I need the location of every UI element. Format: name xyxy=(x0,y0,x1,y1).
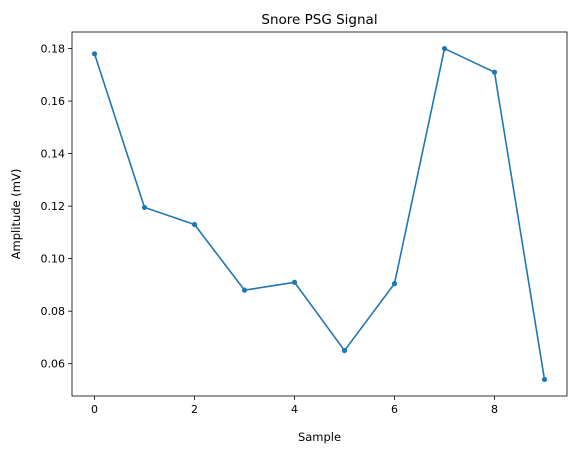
x-axis-label: Sample xyxy=(298,430,341,444)
data-point-3 xyxy=(241,287,248,293)
plot-frame xyxy=(71,31,568,397)
data-point-5 xyxy=(341,347,348,354)
x-tick-label: 2 xyxy=(191,403,198,416)
data-point-2 xyxy=(191,221,198,228)
data-point-7 xyxy=(441,45,448,52)
x-tick-label: 0 xyxy=(91,403,98,416)
data-point-4 xyxy=(291,279,298,285)
data-point-6 xyxy=(391,281,398,287)
plot-area xyxy=(71,31,568,397)
x-axis-ticks: 0 2 4 6 8 xyxy=(91,396,498,416)
y-tick-label: 0.10 xyxy=(41,253,66,266)
x-tick-label: 6 xyxy=(391,403,398,416)
series-line-0 xyxy=(93,47,546,380)
y-tick-label: 0.08 xyxy=(41,305,66,318)
y-axis-label: Amplitude (mV) xyxy=(9,169,23,260)
y-tick-label: 0.18 xyxy=(41,43,66,56)
y-axis-ticks: 0.06 0.08 0.10 0.12 0.14 0.16 0.18 xyxy=(41,43,72,371)
data-point-8 xyxy=(491,69,498,75)
x-tick-label: 8 xyxy=(491,403,498,416)
y-tick-label: 0.14 xyxy=(41,148,66,161)
y-tick-label: 0.12 xyxy=(41,200,66,213)
data-point-9 xyxy=(541,376,548,383)
x-tick-label: 4 xyxy=(291,403,298,416)
chart-title: Snore PSG Signal xyxy=(261,12,377,28)
data-point-0 xyxy=(91,51,98,57)
y-tick-label: 0.16 xyxy=(41,95,66,108)
y-tick-label: 0.06 xyxy=(41,358,66,371)
data-point-1 xyxy=(141,204,148,211)
